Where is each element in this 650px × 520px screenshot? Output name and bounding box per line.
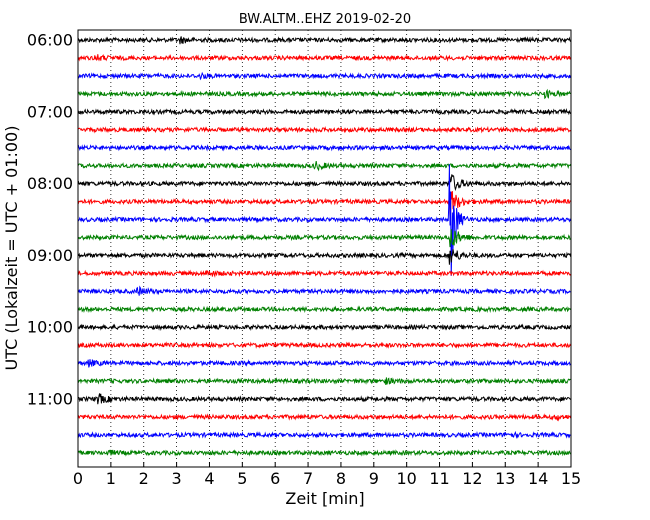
seismic-trace (78, 430, 571, 439)
seismic-trace (78, 161, 571, 172)
seismic-trace (78, 449, 571, 457)
seismic-trace (78, 107, 571, 116)
y-tick-label: 08:00 (27, 174, 73, 193)
seismic-trace (78, 393, 571, 405)
x-tick-label: 7 (303, 469, 313, 488)
seismic-trace (78, 36, 571, 45)
seismic-trace (78, 88, 571, 100)
y-tick-label: 07:00 (27, 102, 73, 121)
x-axis-label: Zeit [min] (285, 489, 364, 508)
seismic-trace (78, 377, 571, 385)
seismic-trace (78, 285, 571, 296)
y-tick-label: 09:00 (27, 246, 73, 265)
x-tick-label: 8 (336, 469, 346, 488)
seismic-trace (78, 164, 571, 276)
seismic-trace (78, 125, 571, 134)
seismic-trace (78, 323, 571, 332)
seismic-trace (78, 269, 571, 278)
x-tick-label: 13 (495, 469, 515, 488)
x-tick-label: 0 (73, 469, 83, 488)
seismic-trace (78, 413, 571, 422)
y-tick-label: 11:00 (27, 390, 73, 409)
x-tick-label: 4 (204, 469, 214, 488)
seismic-trace (78, 229, 571, 248)
y-axis-label: UTC (Lokalzeit = UTC + 01:00) (2, 126, 21, 371)
vertical-grid (110, 30, 539, 467)
trace-group (78, 36, 571, 457)
seismic-trace (78, 305, 571, 314)
x-axis-ticks: 0 1 2 3 4 5 6 7 8 9 10 11 12 13 14 15 (73, 462, 581, 488)
x-tick-label: 12 (462, 469, 482, 488)
seismic-trace (78, 359, 571, 368)
y-tick-label: 06:00 (27, 31, 73, 50)
x-tick-label: 15 (561, 469, 581, 488)
seismic-trace (78, 143, 571, 152)
x-tick-label: 9 (369, 469, 379, 488)
y-tick-label: 10:00 (27, 318, 73, 337)
seismic-trace (78, 174, 571, 192)
x-tick-label: 11 (429, 469, 449, 488)
x-tick-label: 10 (396, 469, 416, 488)
x-tick-label: 1 (106, 469, 116, 488)
seismic-trace (78, 249, 571, 265)
x-tick-label: 5 (237, 469, 247, 488)
seismic-trace (78, 341, 571, 349)
x-tick-label: 2 (139, 469, 149, 488)
seismic-trace (78, 54, 571, 62)
seismic-trace (78, 71, 571, 81)
x-tick-label: 6 (270, 469, 280, 488)
plot-frame (77, 29, 572, 468)
x-tick-label: 3 (172, 469, 182, 488)
y-axis-ticks: 06:00 07:00 08:00 09:00 10:00 11:00 (27, 31, 83, 409)
chart-title: BW.ALTM..EHZ 2019-02-20 (239, 12, 411, 27)
seismic-trace (78, 191, 571, 217)
x-tick-label: 14 (528, 469, 548, 488)
